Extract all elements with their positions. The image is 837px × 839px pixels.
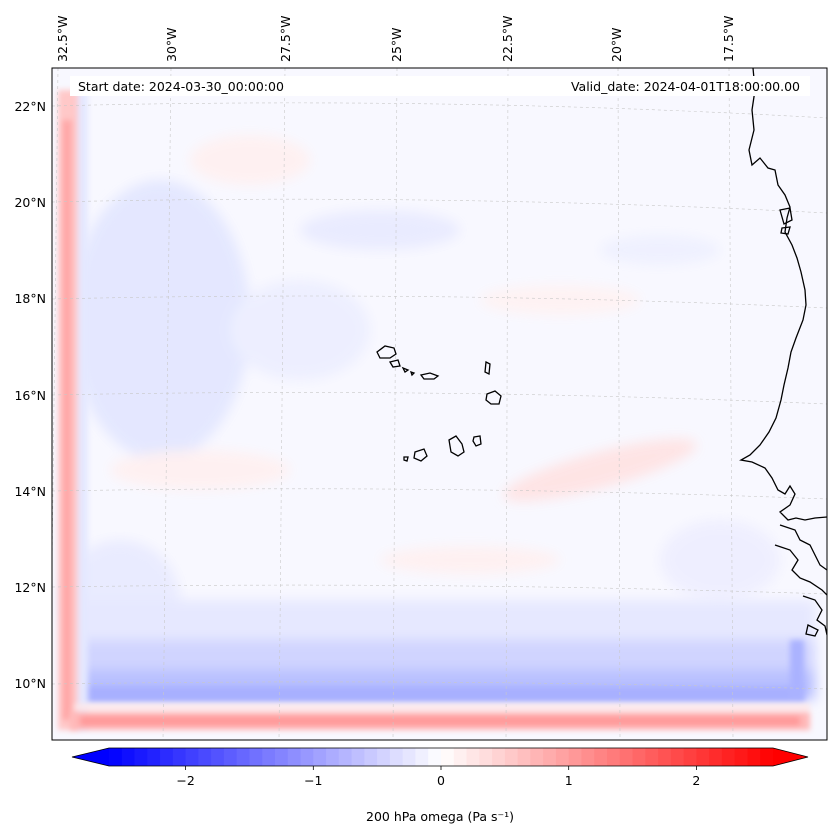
colorbar-tick-label: 0 [437, 773, 445, 788]
lat-label: 18°N [14, 291, 46, 306]
colorbar-cell [326, 748, 340, 766]
lat-label: 14°N [14, 484, 46, 499]
colorbar-cell [415, 748, 429, 766]
colorbar-label: 200 hPa omega (Pa s⁻¹) [366, 809, 514, 824]
colorbar-cell [351, 748, 365, 766]
lon-label: 27.5°W [278, 16, 293, 62]
cape-verde-islands [376, 345, 502, 462]
colorbar-cell [607, 748, 621, 766]
start-date-label: Start date: 2024-03-30_00:00:00 [78, 79, 284, 94]
colorbar-cell [683, 748, 697, 766]
colorbar-cell [504, 748, 519, 766]
lat-label: 20°N [14, 195, 46, 210]
colorbar-cell [236, 748, 251, 766]
colorbar-tick-label: −1 [304, 773, 322, 788]
colorbar-cell [172, 748, 187, 766]
colorbar-cell [389, 748, 404, 766]
colorbar-cell [441, 748, 455, 766]
longitude-labels: 32.5°W 30°W 27.5°W 25°W 22.5°W 20°W 17.5… [55, 16, 736, 62]
colorbar-min-extend [72, 748, 109, 766]
colorbar-cell [364, 748, 378, 766]
colorbar-ticks: −2 −1 0 1 2 [176, 766, 700, 788]
colorbar-tick-label: −2 [176, 773, 194, 788]
colorbar-cell [517, 748, 531, 766]
colorbar-cell [594, 748, 608, 766]
colorbar-cell [466, 748, 480, 766]
colorbar-cell [581, 748, 595, 766]
colorbar-cell [709, 748, 723, 766]
colorbar-cell [147, 748, 161, 766]
colorbar-cell [377, 748, 391, 766]
colorbar-cell [696, 748, 710, 766]
coastline [739, 68, 827, 637]
colorbar-cell [109, 748, 123, 766]
colorbar-cell [492, 748, 506, 766]
colorbar-cell [619, 748, 634, 766]
colorbar-cell [249, 748, 263, 766]
colorbar-cell [670, 748, 685, 766]
colorbar-cell [632, 748, 646, 766]
colorbar-cell [721, 748, 736, 766]
colorbar-cell [185, 748, 199, 766]
colorbar-cell [134, 748, 148, 766]
africa-coastline [739, 68, 827, 521]
lon-label: 30°W [164, 27, 179, 62]
lon-label: 20°W [609, 27, 624, 62]
colorbar-tick-label: 2 [692, 773, 700, 788]
colorbar-cell [760, 748, 774, 766]
lon-label: 17.5°W [721, 16, 736, 62]
colorbar-cell [198, 748, 212, 766]
colorbar-cell [734, 748, 749, 766]
colorbar-cell [160, 748, 174, 766]
colorbar-cell [645, 748, 659, 766]
colorbar-cell [555, 748, 570, 766]
lat-label: 22°N [14, 99, 46, 114]
map-frame [51, 67, 828, 741]
colorbar-cell [568, 748, 583, 766]
map-panel: Start date: 2024-03-30_00:00:00 Valid_da… [51, 67, 828, 741]
colorbar-cell [453, 748, 468, 766]
colorbar-cell [658, 748, 672, 766]
colorbar-max-extend [773, 748, 808, 766]
colorbar-cell [338, 748, 353, 766]
colorbar-cell [402, 748, 417, 766]
colorbar-cell [428, 748, 442, 766]
colorbar-cell [121, 748, 136, 766]
gridlines [52, 68, 827, 740]
valid-date-label: Valid_date: 2024-04-01T18:00:00.00 [571, 79, 800, 94]
lon-label: 32.5°W [55, 16, 70, 62]
colorbar: −2 −1 0 1 2 200 hPa omega (Pa s⁻¹) [71, 747, 809, 824]
colorbar-tick-label: 1 [565, 773, 573, 788]
colorbar-cell [300, 748, 314, 766]
colorbar-cell [211, 748, 225, 766]
lon-label: 25°W [389, 27, 404, 62]
date-banner [70, 76, 810, 96]
colorbar-cells [109, 748, 774, 766]
colorbar-cell [479, 748, 493, 766]
colorbar-cell [287, 748, 302, 766]
lat-label: 10°N [14, 676, 46, 691]
colorbar-cell [543, 748, 557, 766]
lon-label: 22.5°W [500, 16, 515, 62]
colorbar-outline [71, 747, 809, 767]
colorbar-cell [223, 748, 238, 766]
colorbar-cell [530, 748, 544, 766]
lat-label: 16°N [14, 388, 46, 403]
colorbar-cell [313, 748, 327, 766]
latitude-labels: 22°N 20°N 18°N 16°N 14°N 12°N 10°N [14, 99, 46, 691]
lat-label: 12°N [14, 580, 46, 595]
colorbar-cell [262, 748, 276, 766]
colorbar-cell [747, 748, 761, 766]
omega-field [58, 90, 815, 730]
colorbar-cell [275, 748, 289, 766]
